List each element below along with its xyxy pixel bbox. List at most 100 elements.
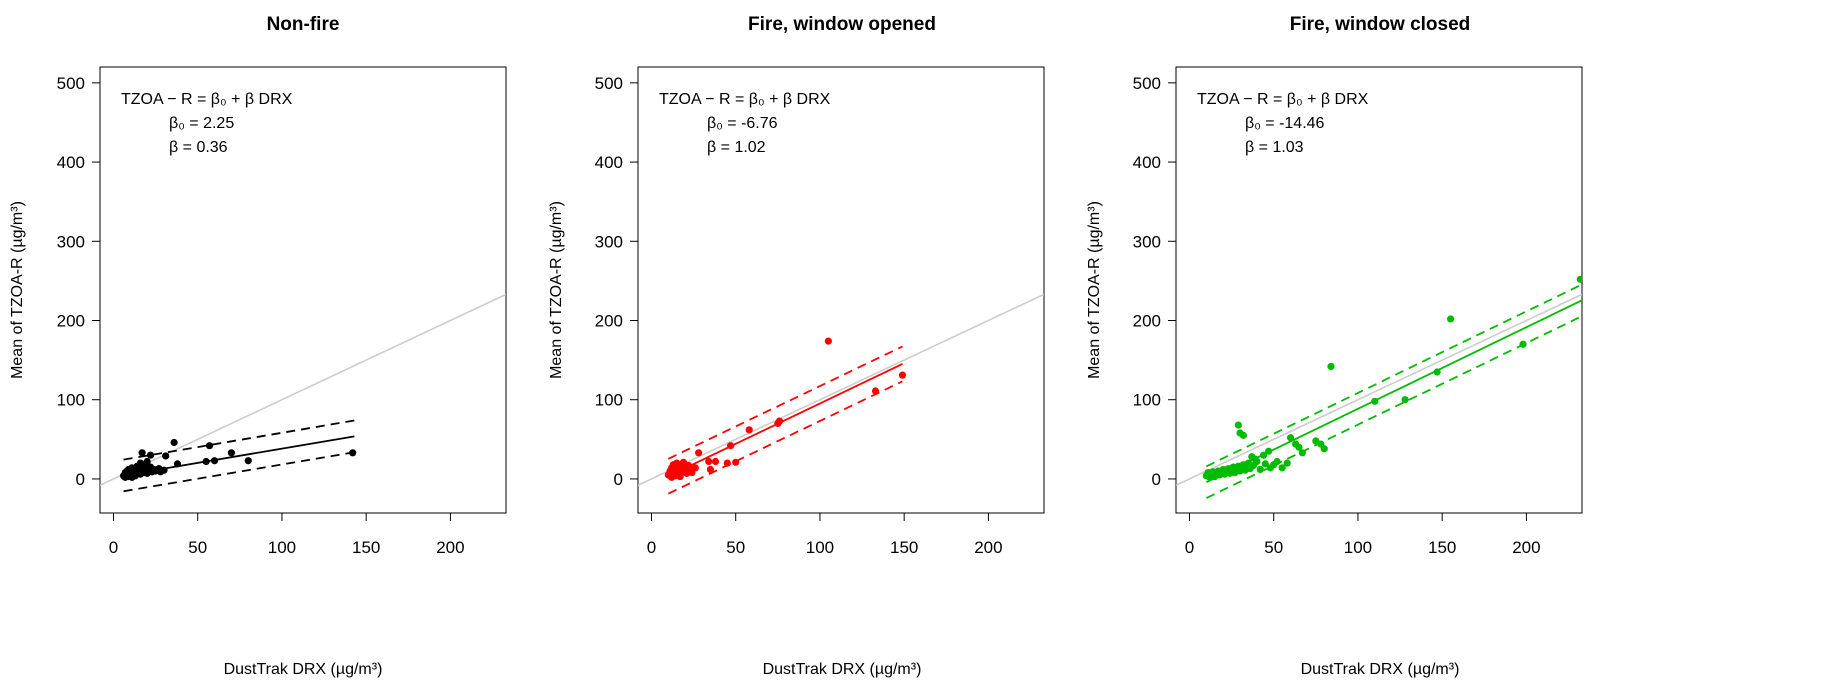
y-tick-label: 200 bbox=[595, 311, 623, 330]
data-point bbox=[1260, 451, 1268, 459]
data-point bbox=[745, 426, 753, 434]
y-tick-label: 200 bbox=[57, 311, 85, 330]
x-tick-label: 150 bbox=[352, 538, 380, 557]
data-point bbox=[711, 457, 720, 466]
equation-label: TZOA − R = β₀ + β DRX bbox=[659, 91, 831, 108]
data-point bbox=[723, 459, 731, 467]
data-point bbox=[1295, 443, 1303, 451]
x-tick-label: 50 bbox=[1264, 538, 1283, 557]
plot-frame bbox=[99, 66, 507, 514]
equation-label: TZOA − R = β₀ + β DRX bbox=[1197, 91, 1369, 108]
data-point bbox=[1519, 340, 1527, 348]
x-tick-label: 200 bbox=[436, 538, 464, 557]
data-point bbox=[173, 460, 182, 468]
beta-label: β = 0.36 bbox=[169, 139, 228, 156]
data-point bbox=[1320, 445, 1328, 453]
y-tick-label: 300 bbox=[595, 232, 623, 251]
data-point bbox=[1239, 431, 1247, 439]
y-tick-label: 100 bbox=[57, 391, 85, 410]
data-point bbox=[727, 442, 735, 450]
data-point bbox=[160, 466, 168, 474]
beta0-label: β₀ = 2.25 bbox=[169, 115, 234, 132]
reference-line bbox=[100, 293, 506, 486]
y-tick-label: 100 bbox=[595, 391, 623, 410]
data-point bbox=[898, 371, 907, 379]
data-point bbox=[1327, 362, 1335, 371]
chart-title: Non-fire bbox=[267, 14, 340, 35]
beta-label: β = 1.03 bbox=[1245, 139, 1304, 156]
x-tick-label: 0 bbox=[1185, 538, 1194, 557]
lower-band-line bbox=[123, 451, 355, 493]
plot-area bbox=[638, 293, 1044, 495]
plot-area bbox=[100, 293, 506, 493]
beta-label: β = 1.02 bbox=[707, 139, 766, 156]
upper-band-line bbox=[667, 345, 903, 460]
chart-title: Fire, window closed bbox=[1290, 14, 1471, 35]
data-point bbox=[170, 438, 178, 447]
data-point bbox=[210, 457, 219, 465]
x-tick-label: 0 bbox=[647, 538, 656, 557]
y-tick-label: 400 bbox=[1133, 153, 1161, 172]
y-tick-label: 300 bbox=[57, 232, 85, 251]
x-axis-label: DustTrak DRX (µg/m³) bbox=[763, 661, 922, 678]
data-point bbox=[1576, 275, 1582, 283]
data-point bbox=[1298, 449, 1306, 457]
data-point bbox=[138, 449, 146, 457]
upper-band-line bbox=[123, 419, 355, 461]
y-tick-label: 500 bbox=[1133, 74, 1161, 93]
data-point bbox=[775, 417, 784, 425]
x-tick-label: 150 bbox=[890, 538, 918, 557]
data-point bbox=[705, 457, 713, 466]
y-tick-label: 0 bbox=[1152, 470, 1161, 489]
x-tick-label: 50 bbox=[188, 538, 207, 557]
data-point bbox=[871, 387, 880, 395]
data-point bbox=[691, 464, 699, 472]
y-axis-label: Mean of TZOA-R (µg/m³) bbox=[548, 201, 565, 379]
y-tick-label: 100 bbox=[1133, 391, 1161, 410]
x-tick-label: 100 bbox=[1344, 538, 1372, 557]
data-point bbox=[244, 457, 252, 465]
upper-band-line bbox=[1205, 283, 1582, 468]
y-tick-label: 500 bbox=[57, 74, 85, 93]
data-point bbox=[706, 465, 715, 474]
fit-line bbox=[667, 363, 903, 478]
data-point bbox=[1401, 396, 1409, 404]
chart-panel: Fire, window opened 0 100 200 300 400 500 0 50 10… bbox=[548, 14, 1045, 678]
y-tick-label: 500 bbox=[595, 74, 623, 93]
y-tick-label: 400 bbox=[595, 153, 623, 172]
data-point bbox=[146, 451, 155, 459]
y-tick-label: 200 bbox=[1133, 311, 1161, 330]
chart-panel: Non-fire 0 100 200 300 400 500 0 50 100 150 200 Dust… bbox=[9, 14, 507, 678]
beta0-label: β₀ = -6.76 bbox=[707, 115, 778, 132]
beta0-label: β₀ = -14.46 bbox=[1245, 115, 1325, 132]
x-tick-label: 100 bbox=[268, 538, 296, 557]
x-axis-label: DustTrak DRX (µg/m³) bbox=[224, 661, 383, 678]
x-axis-label: DustTrak DRX (µg/m³) bbox=[1301, 661, 1460, 678]
plot-frame bbox=[1175, 66, 1583, 514]
y-tick-label: 300 bbox=[1133, 232, 1161, 251]
x-tick-label: 100 bbox=[806, 538, 834, 557]
reference-line bbox=[638, 293, 1044, 486]
reference-line bbox=[1176, 293, 1582, 486]
plot-area bbox=[1176, 275, 1582, 499]
data-point bbox=[349, 449, 357, 457]
y-axis-label: Mean of TZOA-R (µg/m³) bbox=[1086, 201, 1103, 379]
x-tick-label: 200 bbox=[974, 538, 1002, 557]
x-tick-label: 0 bbox=[109, 538, 118, 557]
data-point bbox=[1371, 397, 1379, 405]
data-point bbox=[732, 458, 740, 466]
data-point bbox=[1265, 447, 1273, 455]
data-point bbox=[1278, 464, 1286, 472]
data-point bbox=[227, 449, 236, 457]
x-tick-label: 50 bbox=[726, 538, 745, 557]
y-axis-label: Mean of TZOA-R (µg/m³) bbox=[9, 201, 26, 379]
x-tick-label: 150 bbox=[1428, 538, 1456, 557]
data-point bbox=[143, 457, 151, 466]
equation-label: TZOA − R = β₀ + β DRX bbox=[121, 91, 293, 108]
data-point bbox=[1433, 368, 1441, 376]
data-point bbox=[1261, 460, 1269, 468]
chart-title: Fire, window opened bbox=[748, 14, 936, 35]
chart-panel: Fire, window closed 0 100 200 300 400 500 0 50 10… bbox=[1086, 14, 1583, 678]
data-point bbox=[1253, 457, 1261, 466]
